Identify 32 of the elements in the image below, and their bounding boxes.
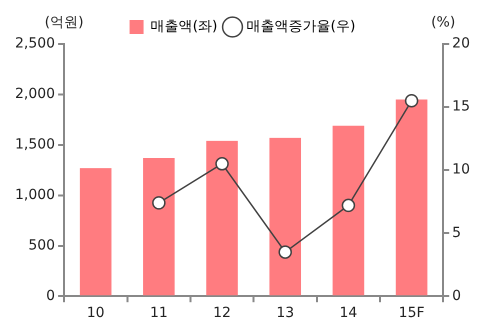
legend-label: 매출액(좌) [150, 18, 218, 35]
y-tick-label: 2,500 [14, 36, 56, 52]
point [404, 94, 418, 108]
bar [80, 168, 112, 296]
y2-tick-label: 10 [452, 162, 470, 178]
y2-tick-label: 0 [452, 288, 462, 304]
bar [332, 126, 364, 296]
legend-label: 매출액증가율(우) [246, 18, 356, 35]
y2-tick-label: 15 [452, 98, 470, 115]
x-tick-label: 10 [86, 305, 105, 322]
y-tick-label: 1,500 [14, 136, 56, 153]
point [215, 157, 229, 171]
y-tick-label: 2,000 [14, 86, 56, 102]
y2-axis-title: (%) [431, 14, 456, 31]
y2-tick-label: 20 [452, 36, 470, 52]
y-tick-label: 1,000 [14, 186, 56, 203]
x-tick-label: 12 [213, 305, 231, 322]
point [278, 245, 292, 259]
x-tick-label: 15F [398, 305, 425, 322]
point [152, 196, 166, 210]
y2-tick-label: 5 [452, 224, 462, 241]
y-tick-label: 0 [46, 288, 56, 304]
y-axis-title: (억원) [44, 14, 84, 31]
bar [143, 158, 175, 296]
x-tick-label: 14 [339, 305, 358, 322]
x-tick-label: 11 [150, 305, 168, 322]
bar [206, 140, 238, 296]
bar [396, 99, 428, 296]
x-tick-label: 13 [276, 305, 294, 322]
point [342, 198, 356, 212]
bar [269, 138, 302, 296]
y-tick-label: 500 [28, 237, 56, 254]
